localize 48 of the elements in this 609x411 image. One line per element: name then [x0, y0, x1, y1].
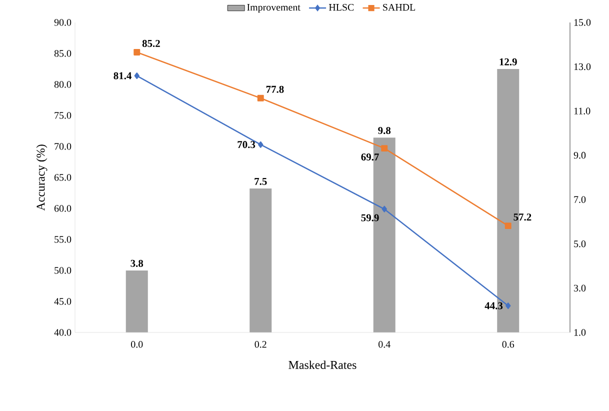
x-tick-label: 0.2: [254, 340, 266, 348]
x-tick-label: 0.6: [502, 340, 514, 348]
data-label: 59.9: [361, 214, 379, 222]
data-label: 81.4: [114, 72, 132, 80]
y-axis-title: Accuracy (%): [36, 144, 48, 210]
data-label: 12.9: [500, 58, 517, 66]
point: [506, 302, 511, 309]
y-tick-label: 55.0: [54, 236, 72, 243]
data-label: 44.3: [484, 302, 503, 310]
y-tick-label: 85.0: [54, 50, 72, 57]
data-label: 57.2: [514, 213, 532, 220]
y2-tick-label: 1.0: [574, 328, 586, 336]
y2-tick-label: 3.0: [574, 284, 586, 292]
y-tick-label: 80.0: [54, 80, 72, 88]
point: [381, 144, 388, 152]
y2-tick-label: 13.0: [574, 63, 591, 70]
y2-tick-label: 5.0: [574, 240, 586, 248]
legend-label: Improvement: [247, 4, 300, 12]
data-label: 69.7: [361, 153, 379, 160]
y-tick-label: 40.0: [54, 328, 72, 336]
data-label: 85.2: [142, 40, 160, 47]
y2-tick-label: 11.0: [574, 107, 590, 114]
x-tick-label: 0.0: [131, 340, 143, 348]
y2-tick-label: 15.0: [574, 18, 591, 26]
legend-label: HLSC: [328, 4, 354, 10]
y-tick-label: 50.0: [54, 266, 72, 274]
point: [257, 94, 264, 102]
y2-tick-label: 7.0: [574, 196, 586, 203]
data-label: 3.8: [130, 260, 144, 267]
point: [504, 222, 512, 229]
y-tick-label: 70.0: [54, 142, 72, 150]
legend-label: SAHDL: [383, 4, 416, 10]
point: [134, 72, 140, 79]
x-tick-label: 0.4: [378, 340, 390, 348]
y-tick-label: 75.0: [54, 112, 72, 119]
x-axis-title: Masked-Rates: [288, 360, 356, 369]
data-label: 70.3: [238, 140, 256, 148]
y-tick-label: 45.0: [54, 298, 72, 305]
data-label: 7.5: [254, 178, 267, 185]
data-label: 9.8: [378, 126, 391, 134]
data-label: 77.8: [266, 86, 284, 93]
point: [258, 141, 264, 148]
y2-tick-label: 9.0: [574, 152, 586, 158]
y-tick-label: 90.0: [54, 18, 72, 26]
point: [134, 48, 140, 56]
point: [382, 206, 387, 212]
y-tick-label: 65.0: [54, 174, 72, 181]
y-tick-label: 60.0: [54, 204, 72, 212]
